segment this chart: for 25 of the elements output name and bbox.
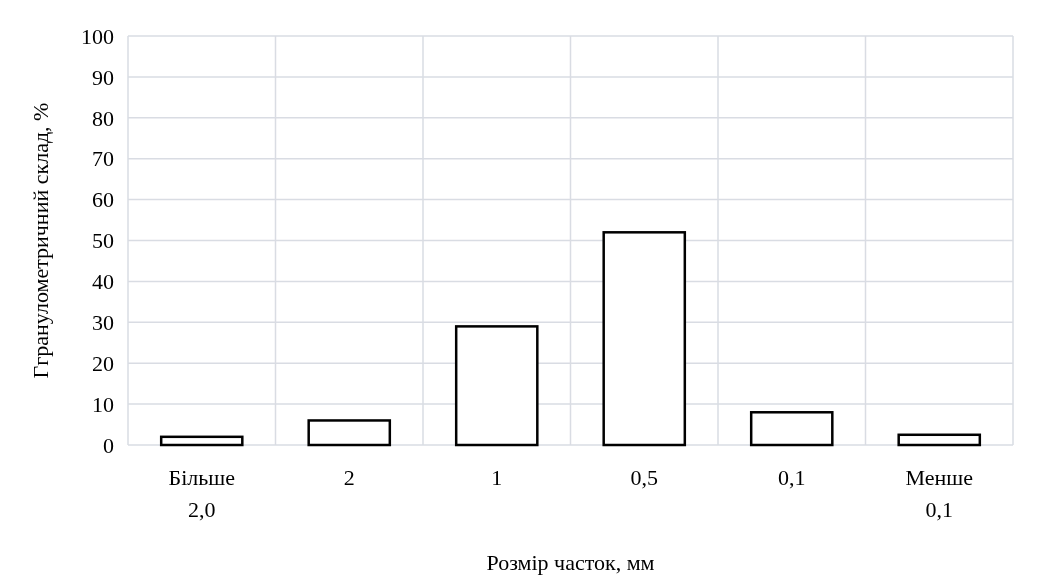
bar — [454, 325, 539, 447]
x-tick-label: Менше 0,1 — [905, 465, 974, 522]
bar — [159, 435, 244, 447]
y-tick-label: 0 — [103, 432, 114, 458]
y-axis-title: Ггранулометричний склад, % — [28, 102, 53, 379]
y-tick-label: 20 — [92, 350, 114, 376]
x-tick-label: 1 — [491, 465, 503, 490]
y-tick-label: 30 — [92, 310, 114, 335]
bar — [602, 231, 687, 447]
bar — [749, 411, 834, 447]
x-axis-title: Розмір часток, мм — [486, 550, 655, 575]
y-tick-label: 50 — [92, 228, 114, 254]
y-tick-label: 60 — [92, 187, 114, 213]
y-tick-label: 80 — [92, 105, 114, 131]
y-tick-label: 100 — [81, 23, 114, 49]
y-tick-label: 70 — [92, 146, 114, 172]
y-tick-label: 90 — [92, 64, 114, 90]
x-tick-label: Більше 2,0 — [168, 465, 235, 522]
y-tick-label: 10 — [92, 391, 114, 417]
x-tick-label: 0,5 — [630, 465, 658, 490]
bar — [307, 419, 392, 447]
x-tick-label: 2 — [343, 465, 355, 490]
bar — [897, 433, 982, 447]
x-tick-label: 0,1 — [778, 465, 806, 490]
y-tick-label: 40 — [92, 269, 114, 295]
